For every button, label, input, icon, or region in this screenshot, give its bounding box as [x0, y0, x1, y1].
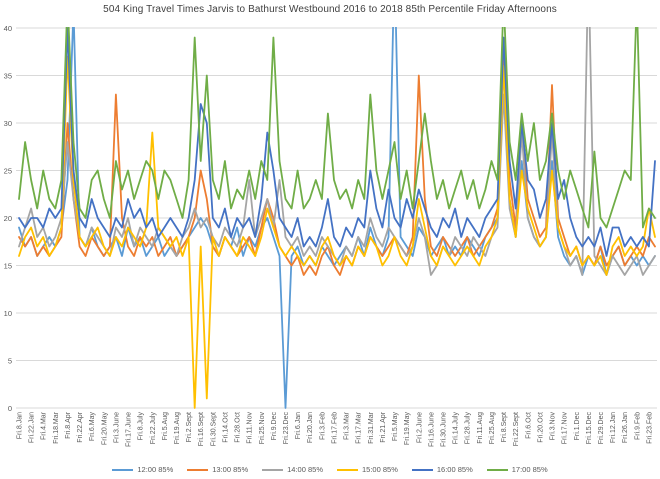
x-tick-label: Fri.6.Oct	[525, 412, 532, 439]
legend-label: 12:00 85%	[137, 465, 174, 474]
legend-item-15-00-85-[interactable]: 15:00 85%	[337, 465, 398, 474]
x-tick-label: Fri.14.July	[453, 412, 460, 445]
x-tick-label: Fri.9.Dec	[271, 412, 278, 441]
gridlines	[16, 27, 657, 409]
x-tick-label: Fri.15.Dec	[586, 412, 593, 445]
series-line-12-00-85-[interactable]	[18, 0, 656, 409]
legend-line-swatch	[411, 468, 433, 471]
x-tick-label: Fri.17.Feb	[331, 412, 338, 444]
x-tick-label: Fri.3.June	[113, 412, 120, 443]
x-tick-label: Fri.3.Nov	[550, 412, 557, 441]
x-tick-label: Fri.23.Feb	[646, 412, 653, 444]
x-tick-label: Fri.30.June	[441, 412, 448, 447]
legend-label: 15:00 85%	[362, 465, 398, 474]
y-tick-label: 25	[4, 167, 12, 176]
x-tick-label: Fri.18.Mar	[53, 411, 60, 444]
x-tick-label: Fri.17.Mar	[356, 411, 363, 444]
series-lines	[18, 0, 656, 409]
x-tick-label: Fri.12.Jan	[610, 412, 617, 443]
x-tick-label: Fri.26.Jan	[622, 412, 629, 443]
y-tick-label: 30	[4, 119, 12, 128]
series-line-17-00-85-[interactable]	[18, 0, 656, 229]
legend-line-swatch	[187, 468, 209, 471]
x-tick-label: Fri.25.Aug	[489, 412, 496, 444]
y-tick-label: 35	[4, 72, 12, 81]
legend-label: 17:00 85%	[511, 465, 548, 474]
x-tick-label: Fri.2.Sept	[186, 412, 193, 442]
legend-item-12-00-85-[interactable]: 12:00 85%	[112, 465, 173, 474]
x-tick-label: Fri.8.Sept	[501, 412, 508, 442]
x-tick-label: Fri.8.Apr	[65, 411, 72, 439]
x-tick-label: Fri.20.May	[101, 412, 108, 446]
y-tick-label: 40	[4, 24, 12, 33]
x-tick-label: Fri.2.June	[416, 412, 423, 443]
x-tick-label: Fri.17.June	[126, 412, 133, 447]
x-tick-label: Fri.8.July	[138, 412, 145, 441]
x-tick-label: Fri.22.Sept	[513, 412, 520, 446]
legend-item-16-00-85-[interactable]: 16:00 85%	[411, 465, 473, 474]
x-tick-label: Fri.5.May	[392, 412, 399, 442]
legend-label: 14:00 85%	[287, 465, 323, 474]
x-tick-label: Fri.11.Nov	[247, 412, 254, 444]
x-tick-label: Fri.22.July	[150, 412, 157, 445]
legend-line-swatch	[262, 468, 284, 471]
x-tick-label: Fri.28.July	[465, 412, 472, 445]
x-tick-label: Fri.3.Feb	[319, 412, 326, 440]
x-tick-label: Fri.23.Dec	[283, 412, 290, 445]
x-tick-label: Fri.9.Feb	[634, 412, 641, 440]
x-tick-label: Fri.22.Jan	[29, 412, 36, 443]
x-tick-label: Fri.4.Mar	[41, 411, 48, 440]
chart-title: 504 King Travel Times Jarvis to Bathurst…	[103, 4, 557, 15]
x-tick-label: Fri.6.Jan	[295, 412, 302, 439]
legend-item-17-00-85-[interactable]: 17:00 85%	[486, 465, 548, 474]
series-line-16-00-85-[interactable]	[18, 27, 656, 257]
x-axis-labels: Fri.8.Jan Fri.22.Jan Fri.4.Mar Fri.18.Mar Fr…	[17, 411, 654, 447]
legend: 12:00 85% 13:00 85% 14:00 85% 15:00 85% 16:0…	[0, 465, 660, 474]
x-tick-label: Fri.29.Dec	[598, 412, 605, 445]
x-tick-label: Fri.17.Nov	[562, 412, 569, 445]
x-tick-label: Fri.19.May	[404, 412, 411, 446]
x-tick-label: Fri.1.Dec	[574, 412, 581, 441]
series-line-15-00-85-[interactable]	[18, 55, 656, 409]
x-tick-label: Fri.16.Sept	[198, 412, 205, 446]
x-tick-label: Fri.28.Oct	[235, 412, 242, 443]
y-tick-label: 15	[4, 262, 12, 271]
legend-line-swatch	[112, 468, 134, 471]
x-tick-label: Fri.3.Mar	[344, 411, 351, 440]
y-tick-label: 20	[4, 214, 12, 223]
x-tick-label: Fri.22.Apr	[77, 411, 84, 442]
x-tick-label: Fri.6.May	[89, 412, 96, 442]
y-axis-labels: 0 5 10 15 20 25 30 35 40	[4, 24, 12, 413]
x-tick-label: Fri.16.June	[428, 412, 435, 447]
x-tick-label: Fri.14.Oct	[222, 412, 229, 443]
legend-item-14-00-85-[interactable]: 14:00 85%	[262, 465, 323, 474]
x-tick-label: Fri.20.Jan	[307, 412, 314, 443]
y-tick-label: 10	[4, 309, 12, 318]
x-tick-label: Fri.25.Nov	[259, 412, 266, 445]
x-tick-label: Fri.8.Jan	[17, 412, 24, 439]
legend-line-swatch	[486, 468, 508, 471]
legend-label: 16:00 85%	[436, 465, 473, 474]
x-tick-label: Fri.20.Oct	[537, 412, 544, 443]
x-tick-label: Fri.11.Aug	[477, 412, 484, 444]
x-tick-label: Fri.19.Aug	[174, 412, 181, 444]
x-tick-label: Fri.5.Aug	[162, 412, 169, 441]
legend-item-13-00-85-[interactable]: 13:00 85%	[187, 465, 248, 474]
legend-label: 13:00 85%	[212, 465, 249, 474]
y-tick-label: 5	[8, 357, 12, 366]
legend-line-swatch	[337, 468, 358, 471]
y-tick-label: 0	[8, 404, 12, 413]
x-tick-label: Fri.21.Apr	[380, 411, 387, 442]
x-tick-label: Fri.30.Sept	[210, 412, 217, 446]
x-tick-label: Fri.31.Mar	[368, 411, 375, 444]
